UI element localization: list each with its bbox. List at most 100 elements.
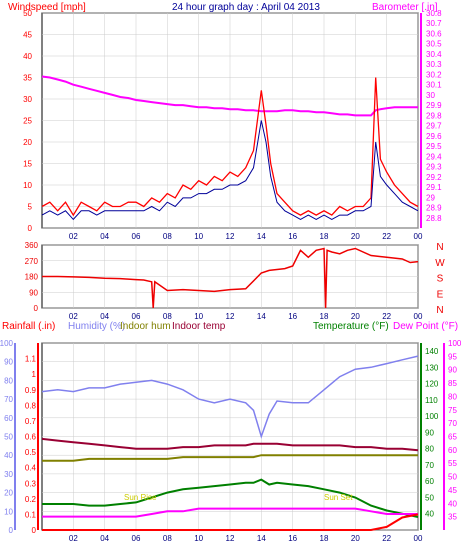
- rainfall-tick-label: 0.6: [25, 433, 37, 442]
- windspeed-line: [41, 77, 419, 217]
- barometer-line: [41, 75, 418, 117]
- temp-panel-x-tick-label: 22: [382, 534, 391, 543]
- barometer-tick-label: 30.6: [426, 29, 442, 38]
- dew-point-tick-label: 85: [448, 379, 457, 388]
- rainfall-tick-label: 1.1: [25, 355, 37, 364]
- direction-panel-x-tick-label: 16: [288, 312, 297, 321]
- compass-label: S: [437, 274, 444, 285]
- dew-point-tick-label: 75: [448, 406, 457, 415]
- wind-panel-x-tick-label: 08: [163, 232, 172, 241]
- temperature-tick-label: 90: [425, 428, 434, 437]
- direction-panel-x-tick-label: 12: [226, 312, 235, 321]
- temp-panel-x-tick-label: 06: [132, 534, 141, 543]
- wind-panel-x-tick-label: 06: [132, 232, 141, 241]
- dew-point-tick-label: 70: [448, 419, 457, 428]
- windspeed-tick-label: 0: [28, 224, 33, 233]
- dew-point-tick-label: 100: [448, 339, 462, 348]
- legend-dew-point: Dew Point (°F): [393, 321, 459, 332]
- temp-panel-x-tick-label: 12: [226, 534, 235, 543]
- humidity-tick-label: 0: [9, 526, 14, 535]
- direction-panel-x-tick-label: 22: [382, 312, 391, 321]
- wind-panel-x-tick-label: 04: [100, 232, 109, 241]
- humidity-tick-label: 10: [4, 507, 13, 516]
- compass-label: N: [436, 305, 443, 316]
- windspeed-axis-title: Windspeed [mph]: [8, 2, 86, 13]
- humidity-tick-label: 60: [4, 414, 13, 423]
- barometer-tick-label: 30.1: [426, 81, 442, 90]
- graph-title: 24 hour graph day : April 04 2013: [172, 2, 320, 13]
- wind-panel-x-tick-label: 00: [414, 232, 423, 241]
- direction-panel-x-tick-label: 04: [100, 312, 109, 321]
- windspeed-tick-label: 15: [23, 160, 32, 169]
- dew-point-tick-label: 55: [448, 459, 457, 468]
- temp-panel-x-tick-label: 20: [351, 534, 360, 543]
- direction-tick-label: 270: [25, 257, 39, 266]
- direction-panel-x-tick-label: 14: [257, 312, 266, 321]
- wind-panel-x-tick-label: 02: [69, 232, 78, 241]
- dew-point-f-line: [42, 507, 418, 518]
- temperature-tick-label: 70: [425, 461, 434, 470]
- rainfall-tick-label: 0.8: [25, 401, 37, 410]
- barometer-tick-label: 29.2: [426, 173, 442, 182]
- barometer-tick-label: 29.3: [426, 163, 442, 172]
- barometer-tick-label: 29.6: [426, 132, 442, 141]
- windspeed-tick-label: 45: [23, 31, 32, 40]
- rainfall-tick-label: 0.2: [25, 495, 37, 504]
- barometer-tick-label: 29.7: [426, 122, 442, 131]
- rainfall-tick-label: 1: [32, 370, 37, 379]
- humidity-tick-label: 20: [4, 489, 13, 498]
- direction-tick-label: 90: [29, 288, 38, 297]
- wind-panel-x-tick-label: 10: [194, 232, 203, 241]
- barometer-axis-title: Barometer [.in]: [372, 2, 438, 13]
- windspeed-tick-label: 40: [23, 52, 32, 61]
- barometer-tick-label: 29: [426, 193, 435, 202]
- barometer-tick-label: 30.5: [426, 40, 442, 49]
- compass-label: N: [436, 242, 443, 253]
- dew-point-tick-label: 95: [448, 352, 457, 361]
- temperature-tick-label: 40: [425, 510, 434, 519]
- direction-panel-x-tick-label: 06: [132, 312, 141, 321]
- humidity-tick-label: 100: [0, 339, 14, 348]
- windspeed-tick-label: 10: [23, 181, 32, 190]
- direction-panel-x-tick-label: 00: [414, 312, 423, 321]
- legend-indoor-temp: Indoor temp: [172, 321, 226, 332]
- temp-panel-x-tick-label: 16: [288, 534, 297, 543]
- windspeed-tick-label: 5: [28, 203, 33, 212]
- temperature-tick-label: 140: [425, 347, 439, 356]
- humidity-tick-label: 40: [4, 451, 13, 460]
- indoor-hum-line: [42, 454, 418, 462]
- direction-panel-x-tick-label: 08: [163, 312, 172, 321]
- legend-humidity: Humidity (%): [68, 321, 126, 332]
- direction-panel-x-tick-label: 20: [351, 312, 360, 321]
- direction-tick-label: 180: [25, 273, 39, 282]
- humidity-tick-label: 30: [4, 470, 13, 479]
- direction-panel-x-tick-label: 18: [320, 312, 329, 321]
- humidity-tick-label: 90: [4, 358, 13, 367]
- humidity-tick-label: 70: [4, 395, 13, 404]
- temp-panel-x-tick-label: 00: [414, 534, 423, 543]
- barometer-tick-label: 30: [426, 91, 435, 100]
- barometer-tick-label: 29.4: [426, 152, 442, 161]
- temperature-tick-label: 80: [425, 445, 434, 454]
- temp-panel-x-tick-label: 10: [194, 534, 203, 543]
- barometer-tick-label: 29.5: [426, 142, 442, 151]
- direction-tick-label: 360: [25, 241, 39, 250]
- barometer-tick-label: 29.1: [426, 183, 442, 192]
- barometer-tick-label: 30.8: [426, 9, 442, 18]
- rainfall-tick-label: 0.9: [25, 386, 37, 395]
- windspeed-tick-label: 30: [23, 95, 32, 104]
- temperature-tick-label: 110: [425, 396, 438, 405]
- direction-panel-x-tick-label: 10: [194, 312, 203, 321]
- legend-indoor-hum: Indoor hum: [120, 321, 171, 332]
- temp-panel-x-tick-label: 04: [100, 534, 109, 543]
- rainfall-tick-label: 0: [32, 526, 37, 535]
- compass-label: E: [437, 289, 444, 300]
- rainfall-tick-label: 0.1: [25, 510, 37, 519]
- temperature-tick-label: 60: [425, 477, 434, 486]
- dew-point-tick-label: 50: [448, 473, 457, 482]
- barometer-tick-label: 30.2: [426, 70, 442, 79]
- direction-tick-label: 0: [34, 304, 39, 313]
- dew-point-tick-label: 90: [448, 366, 457, 375]
- temperature-tick-label: 120: [425, 380, 439, 389]
